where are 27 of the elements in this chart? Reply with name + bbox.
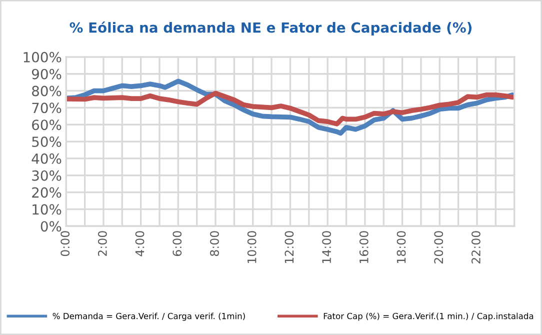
y-tick-label: 60% <box>32 120 62 130</box>
y-tick-label: 50% <box>32 136 62 148</box>
x-tick-label: 14:00 <box>322 231 332 264</box>
legend-label: Fator Cap (%) = Gera.Verif.(1 min.) / Cap.instalada <box>324 312 534 321</box>
x-tick-label: 0:00 <box>60 231 70 256</box>
y-tick-label: 100% <box>24 52 62 62</box>
chart-title: % Eólica na demanda NE e Fator de Capacidade (%) <box>70 21 472 36</box>
x-tick-label: 18:00 <box>396 231 406 264</box>
y-tick-label: 0% <box>40 221 62 232</box>
x-tick-label: 22:00 <box>472 231 480 264</box>
y-tick-label: 10% <box>32 204 62 215</box>
y-tick-label: 90% <box>32 68 62 80</box>
legend-label: % Demanda = Gera.Verif. / Carga verif. (1min) <box>52 312 245 321</box>
y-tick-label: 30% <box>32 170 62 181</box>
x-tick-label: 6:00 <box>172 231 182 256</box>
y-tick-label: 20% <box>32 187 62 198</box>
line-series <box>66 90 514 126</box>
x-tick-label: 10:00 <box>247 231 256 264</box>
x-tick-label: 8:00 <box>210 231 219 256</box>
x-tick-label: 16:00 <box>359 231 368 264</box>
x-tick-label: 12:00 <box>284 231 294 264</box>
y-tick-label: 40% <box>32 153 62 164</box>
x-tick-label: 4:00 <box>135 231 144 256</box>
y-tick-label: 70% <box>32 102 62 114</box>
x-tick-label: 2:00 <box>98 231 107 256</box>
x-tick-label: 20:00 <box>434 231 444 264</box>
y-tick-label: 80% <box>32 86 62 96</box>
